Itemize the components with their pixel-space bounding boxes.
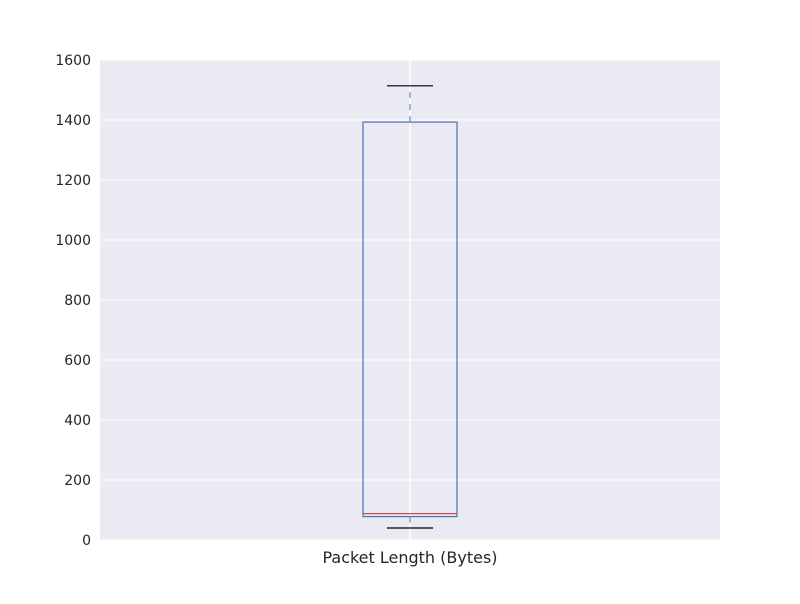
y-tick-label: 1200: [55, 173, 91, 189]
y-tick-label: 600: [64, 353, 91, 369]
x-tick-labels: Packet Length (Bytes): [322, 548, 497, 567]
y-tick-label: 0: [82, 533, 91, 549]
grid-layer: [100, 59, 720, 541]
y-tick-label: 400: [64, 413, 91, 429]
y-tick-label: 1600: [55, 53, 91, 69]
y-tick-label: 1400: [55, 113, 91, 129]
y-tick-label: 1000: [55, 233, 91, 249]
y-tick-label: 200: [64, 473, 91, 489]
y-tick-labels: 0 200 400 600 800 1000 1200 1400 1600: [55, 53, 91, 549]
box: [362, 121, 458, 518]
marks-layer: [362, 85, 458, 529]
x-tick-label: Packet Length (Bytes): [322, 548, 497, 567]
y-tick-label: 800: [64, 293, 91, 309]
